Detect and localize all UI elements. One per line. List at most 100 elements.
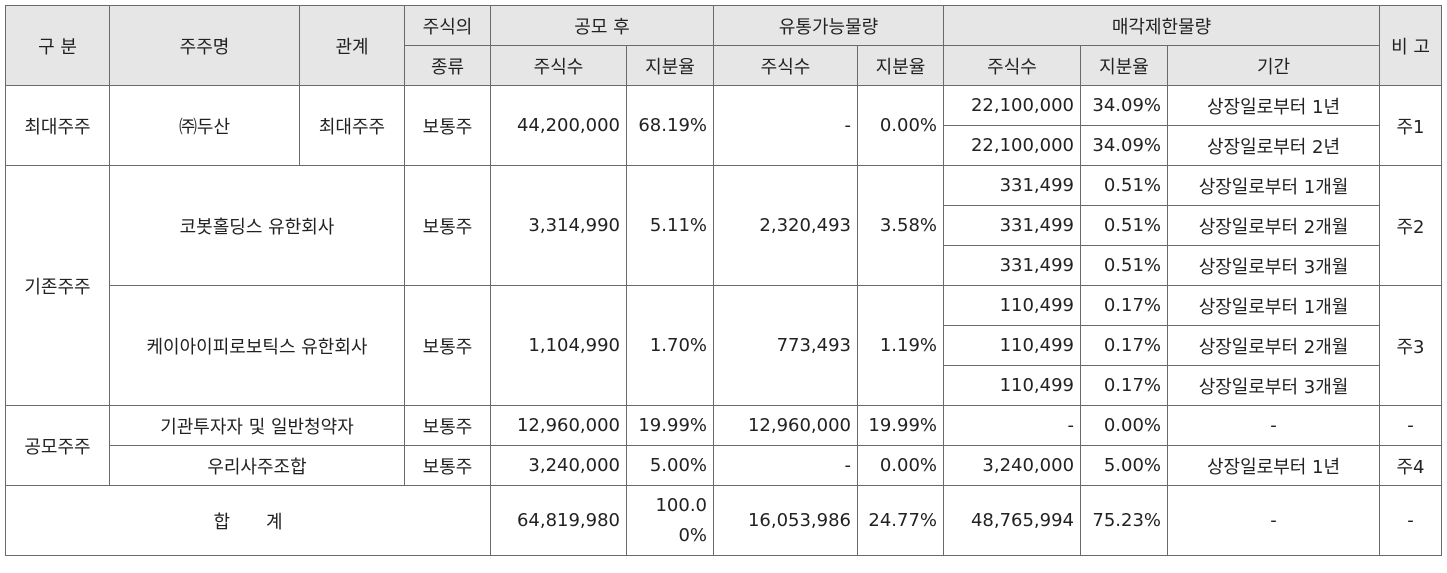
- header-restricted: 매각제한물량: [943, 5, 1381, 46]
- table-row: 기존주주 코봇홀딩스 유한회사 보통주 3,314,990 5.11% 2,32…: [5, 165, 1443, 406]
- post-shares: 1,104,990: [490, 285, 627, 406]
- rest-ratio: 0.17%: [1080, 325, 1169, 366]
- rest-period: 상장일로부터 2개월: [1167, 325, 1381, 366]
- post-ratio: 5.11%: [626, 165, 714, 286]
- total-period: -: [1167, 485, 1381, 556]
- rest-period: 상장일로부터 1개월: [1167, 165, 1381, 206]
- total-post-ratio-line1: 100.0: [655, 494, 707, 516]
- total-label: 합 계: [5, 485, 491, 556]
- rest-period: 상장일로부터 1개월: [1167, 285, 1381, 326]
- holder-name: 기관투자자 및 일반청약자: [109, 405, 405, 446]
- holder-name: ㈜두산: [109, 85, 300, 166]
- rest-period: -: [1167, 405, 1381, 446]
- trade-shares: 12,960,000: [713, 405, 858, 446]
- rest-shares: -: [943, 405, 1082, 446]
- note: -: [1379, 405, 1443, 446]
- header-note: 비 고: [1379, 5, 1443, 86]
- header-tradable: 유통가능물량: [712, 5, 945, 46]
- table-row: 22,100,000 34.09% 상장일로부터 2년: [6, 125, 1442, 166]
- rest-ratio: 0.00%: [1080, 405, 1169, 446]
- note: 주1: [1379, 85, 1443, 166]
- header-period: 기간: [1167, 45, 1381, 86]
- trade-ratio: 0.00%: [856, 445, 945, 486]
- rest-shares: 331,499: [943, 165, 1082, 206]
- table-row: 공모주주 기관투자자 및 일반청약자 보통주 12,960,000 19.99%…: [5, 405, 1443, 486]
- table-row: 110,499 0.17% 상장일로부터 3개월: [6, 365, 1442, 406]
- rest-shares: 110,499: [943, 285, 1082, 326]
- rest-period: 상장일로부터 1년: [1167, 445, 1381, 486]
- rest-ratio: 0.51%: [1080, 165, 1169, 206]
- group-existing: 기존주주: [5, 165, 110, 406]
- rest-shares: 22,100,000: [943, 125, 1082, 166]
- table-row: 케이아이피로보틱스 유한회사 보통주 1,104,990 1.70% 773,4…: [6, 285, 1443, 406]
- holder-name: 우리사주조합: [109, 445, 405, 486]
- header-rest-ratio: 지분율: [1080, 45, 1169, 86]
- note: 주2: [1379, 165, 1443, 286]
- header-relation: 관계: [299, 5, 405, 86]
- total-row: 합 계 64,819,980 100.0 0% 16,053,986 24.77%…: [5, 485, 1443, 556]
- rest-period: 상장일로부터 2개월: [1167, 205, 1381, 246]
- total-post-ratio: 100.0 0%: [626, 485, 714, 556]
- header-holder: 주주명: [109, 5, 300, 86]
- trade-ratio: 19.99%: [856, 405, 945, 446]
- rest-ratio: 34.09%: [1080, 125, 1169, 166]
- total-post-ratio-line2: 0%: [678, 524, 707, 546]
- rest-shares: 331,499: [943, 205, 1082, 246]
- header-post-ratio: 지분율: [626, 45, 714, 86]
- rest-ratio: 34.09%: [1080, 85, 1169, 126]
- post-ratio: 1.70%: [626, 285, 714, 406]
- stock-type: 보통주: [404, 405, 491, 446]
- table-row: 우리사주조합 보통주 3,240,000 5.00% - 0.00% 3,240…: [6, 445, 1443, 486]
- header-rest-shares: 주식수: [943, 45, 1082, 86]
- post-shares: 12,960,000: [490, 405, 627, 446]
- total-rest-shares: 48,765,994: [943, 485, 1082, 556]
- header-trade-shares: 주식수: [713, 45, 858, 86]
- header-post-shares: 주식수: [490, 45, 627, 86]
- total-note: -: [1379, 485, 1443, 556]
- note: 주4: [1379, 445, 1443, 486]
- rest-ratio: 0.17%: [1080, 285, 1169, 326]
- rest-shares: 3,240,000: [943, 445, 1082, 486]
- trade-shares: -: [713, 445, 858, 486]
- trade-shares: -: [713, 85, 858, 166]
- post-shares: 3,240,000: [490, 445, 627, 486]
- post-shares: 3,314,990: [490, 165, 627, 286]
- post-ratio: 5.00%: [626, 445, 714, 486]
- post-shares: 44,200,000: [490, 85, 627, 166]
- trade-ratio: 0.00%: [856, 85, 945, 166]
- header-category: 구 분: [5, 5, 110, 86]
- rest-period: 상장일로부터 1년: [1167, 85, 1381, 126]
- total-rest-ratio: 75.23%: [1080, 485, 1169, 556]
- rest-shares: 110,499: [943, 365, 1082, 406]
- group-largest: 최대주주: [5, 85, 110, 166]
- rest-period: 상장일로부터 2년: [1167, 125, 1381, 166]
- rest-shares: 331,499: [943, 245, 1082, 286]
- group-public: 공모주주: [5, 405, 110, 486]
- header-stock-type-bottom: 종류: [404, 45, 491, 86]
- table-row: 최대주주 ㈜두산 최대주주 보통주 44,200,000 68.19% - 0.…: [5, 85, 1443, 166]
- total-trade-ratio: 24.77%: [856, 485, 945, 556]
- header-trade-ratio: 지분율: [856, 45, 945, 86]
- rest-period: 상장일로부터 3개월: [1167, 245, 1381, 286]
- trade-ratio: 3.58%: [856, 165, 945, 286]
- trade-shares: 2,320,493: [713, 165, 858, 286]
- rest-ratio: 0.51%: [1080, 205, 1169, 246]
- header-post-ipo: 공모 후: [490, 5, 714, 46]
- holder-name: 코봇홀딩스 유한회사: [109, 165, 405, 286]
- holder-name: 케이아이피로보틱스 유한회사: [109, 285, 405, 406]
- table-row: 331,499 0.51% 상장일로부터 3개월: [6, 245, 1442, 286]
- stock-type: 보통주: [404, 445, 491, 486]
- post-ratio: 19.99%: [626, 405, 714, 446]
- stock-type: 보통주: [404, 165, 491, 286]
- rest-ratio: 0.17%: [1080, 365, 1169, 406]
- stock-type: 보통주: [404, 85, 491, 166]
- trade-shares: 773,493: [713, 285, 858, 406]
- shareholding-table: 구 분 주주명 관계 주식의 공모 후 유통가능물량 매각제한물량 비 고 종류…: [5, 5, 1443, 556]
- header-stock-type-top: 주식의: [404, 5, 491, 46]
- trade-ratio: 1.19%: [856, 285, 945, 406]
- note: 주3: [1379, 285, 1443, 406]
- rest-shares: 110,499: [943, 325, 1082, 366]
- table-row: 110,499 0.17% 상장일로부터 2개월: [6, 325, 1442, 366]
- rest-period: 상장일로부터 3개월: [1167, 365, 1381, 406]
- holder-relation: 최대주주: [299, 85, 405, 166]
